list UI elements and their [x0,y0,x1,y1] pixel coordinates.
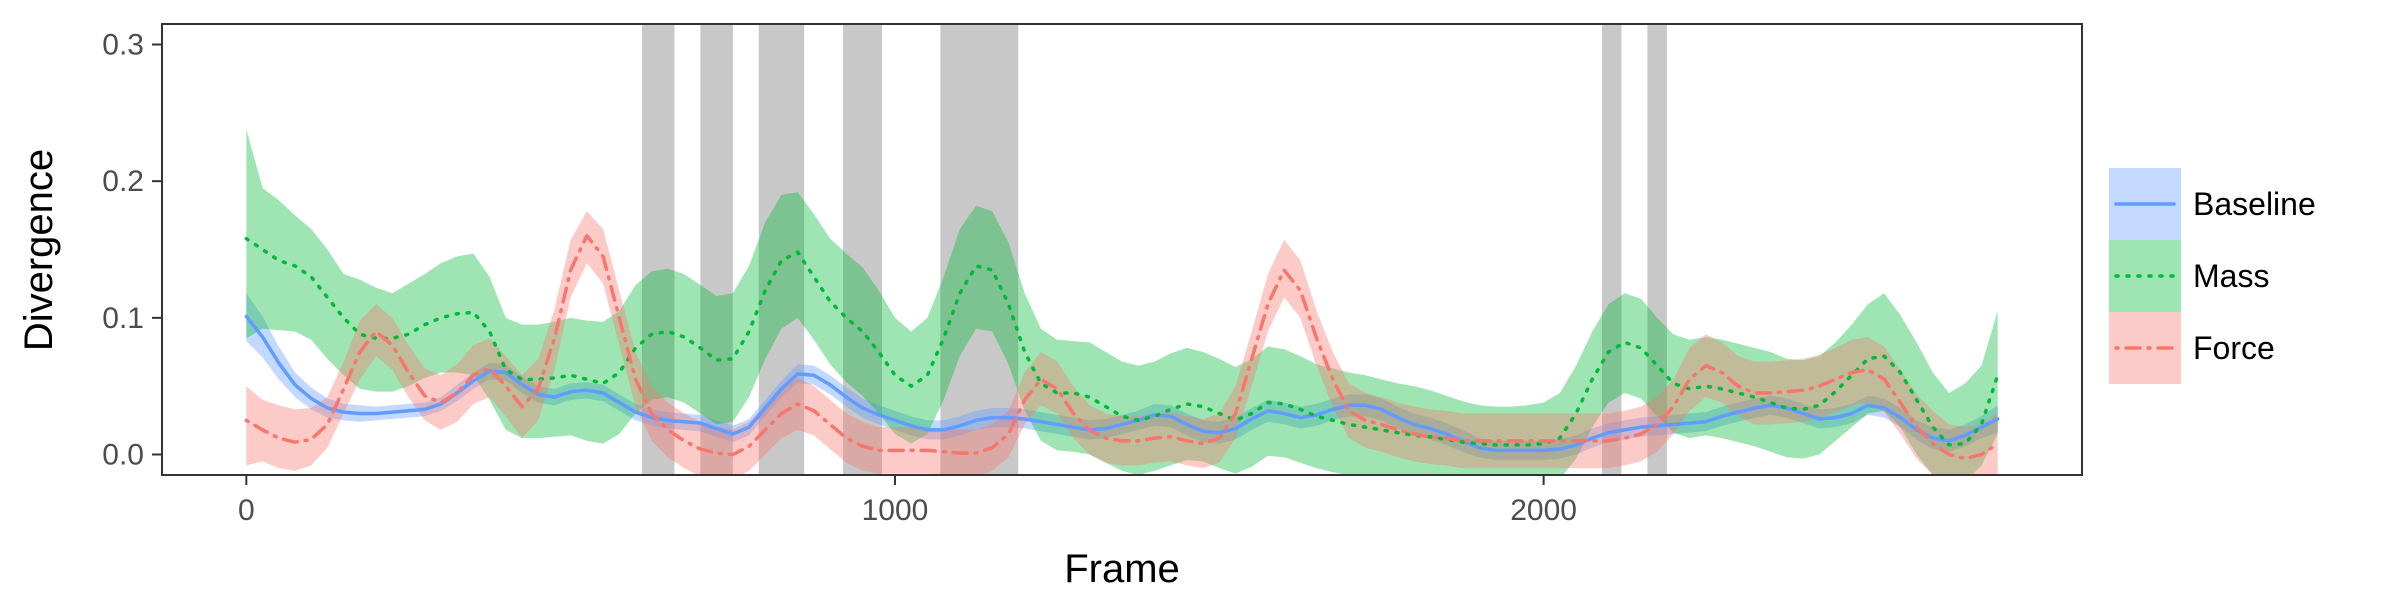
shaded-regions [642,24,1667,475]
line-force [244,234,2000,461]
legend-label-force: Force [2193,330,2275,366]
shaded-region-2 [700,24,733,475]
y-tick-label-0.0: 0.0 [102,439,144,472]
y-axis-title: Divergence [17,149,61,351]
line-baseline [244,314,2000,453]
x-axis-title: Frame [1064,547,1180,591]
x-tick-label-1000: 1000 [862,494,929,527]
legend-label-baseline: Baseline [2193,186,2316,222]
legend-item-force: Force [2109,312,2275,384]
shaded-region-1 [642,24,675,475]
shaded-region-5 [940,24,1019,475]
y-axis: 0.0 0.1 0.2 0.3 [102,29,162,472]
x-axis: 0 1000 2000 [238,475,1577,527]
band-baseline [246,293,1998,460]
x-tick-label-0: 0 [238,494,255,527]
x-tick-label-2000: 2000 [1510,494,1577,527]
y-tick-label-0.3: 0.3 [102,29,144,62]
legend: Baseline Mass Force [2109,168,2316,384]
shaded-region-3 [758,24,805,475]
y-tick-label-0.1: 0.1 [102,302,144,335]
legend-item-baseline: Baseline [2109,168,2316,240]
confidence-bands [246,129,1998,475]
legend-key-fill-mass [2109,240,2181,312]
band-force [246,211,1998,475]
y-tick-label-0.2: 0.2 [102,165,144,198]
plot-panel-border [161,23,2083,476]
band-mass [246,129,1998,475]
shaded-region-6 [1602,24,1622,475]
legend-item-mass: Mass [2109,240,2269,312]
series-lines [244,234,2000,461]
legend-label-mass: Mass [2193,258,2269,294]
